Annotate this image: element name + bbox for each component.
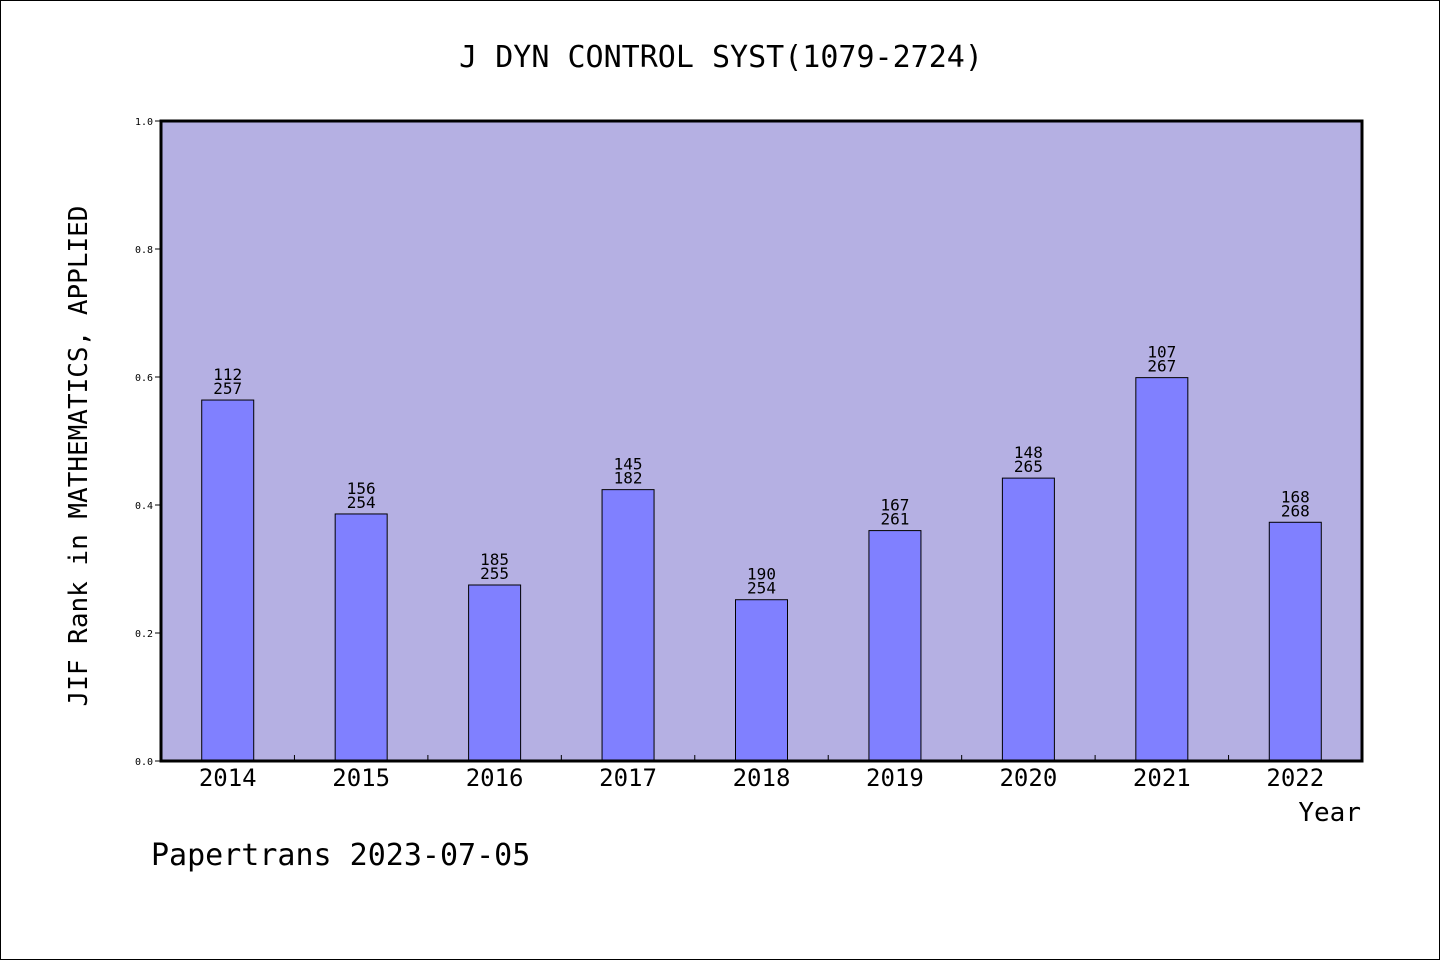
bar-label-total: 255 bbox=[480, 564, 509, 583]
bar-label-total: 268 bbox=[1281, 501, 1310, 520]
x-tick-label: 2020 bbox=[999, 764, 1057, 792]
y-axis-title: JIF Rank in MATHEMATICS, APPLIED bbox=[64, 206, 94, 707]
x-tick-label: 2018 bbox=[733, 764, 791, 792]
y-tick-label: 0.8 bbox=[135, 245, 153, 256]
x-axis-ticks: 2014 2015 2016 2017 2018 2019 2020 2021 2022 bbox=[199, 755, 1324, 792]
bar-labels-group: 1122571562541852551451821902541672611482… bbox=[213, 343, 1309, 598]
x-tick-label: 2022 bbox=[1266, 764, 1324, 792]
chart-title: J DYN CONTROL SYST(1079-2724) bbox=[459, 40, 983, 75]
bar-label-total: 257 bbox=[213, 379, 242, 398]
bar-2018 bbox=[735, 599, 788, 762]
footer-credit: Papertrans 2023-07-05 bbox=[151, 838, 530, 873]
bar-label-rank: 167 bbox=[880, 496, 909, 515]
bar-2020 bbox=[1001, 477, 1055, 762]
bar-2017 bbox=[601, 489, 655, 762]
bar-label-rank: 168 bbox=[1281, 487, 1310, 506]
y-tick-label: 1.0 bbox=[135, 117, 153, 128]
x-axis-title: Year bbox=[1298, 798, 1361, 828]
bar-label-total: 254 bbox=[347, 493, 376, 512]
x-tick-label: 2016 bbox=[466, 764, 524, 792]
bar-2015 bbox=[334, 513, 388, 762]
bar-label-rank: 145 bbox=[614, 455, 643, 474]
x-tick-label: 2019 bbox=[866, 764, 924, 792]
y-tick-label: 0.4 bbox=[135, 501, 153, 512]
bar-label-rank: 156 bbox=[347, 479, 376, 498]
bar-label-total: 267 bbox=[1147, 357, 1176, 376]
x-tick-label: 2017 bbox=[599, 764, 657, 792]
bar-2014 bbox=[201, 399, 255, 762]
y-tick-label: 0.2 bbox=[135, 629, 153, 640]
bar-label-rank: 148 bbox=[1014, 443, 1043, 462]
bar-2019 bbox=[868, 530, 922, 762]
bar-label-rank: 107 bbox=[1147, 343, 1176, 362]
bar-2022 bbox=[1268, 521, 1322, 762]
bar-label-rank: 185 bbox=[480, 550, 509, 569]
bar-label-total: 261 bbox=[880, 510, 909, 529]
x-tick-label: 2015 bbox=[332, 764, 390, 792]
bar-2016 bbox=[468, 584, 522, 762]
bars-group bbox=[201, 377, 1322, 762]
bar-label-total: 254 bbox=[747, 579, 776, 598]
bar-label-total: 265 bbox=[1014, 457, 1043, 476]
bar-2021 bbox=[1135, 377, 1189, 762]
x-tick-label: 2021 bbox=[1133, 764, 1191, 792]
bar-label-rank: 190 bbox=[747, 565, 776, 584]
y-axis-ticks: 0.0 0.2 0.4 0.6 0.8 1.0 bbox=[135, 117, 161, 768]
plot-border bbox=[159, 119, 1364, 763]
bar-label-rank: 112 bbox=[213, 365, 242, 384]
y-tick-label: 0.6 bbox=[135, 373, 153, 384]
x-tick-label: 2014 bbox=[199, 764, 257, 792]
y-tick-label: 0.0 bbox=[135, 757, 153, 768]
bar-label-total: 182 bbox=[614, 469, 643, 488]
